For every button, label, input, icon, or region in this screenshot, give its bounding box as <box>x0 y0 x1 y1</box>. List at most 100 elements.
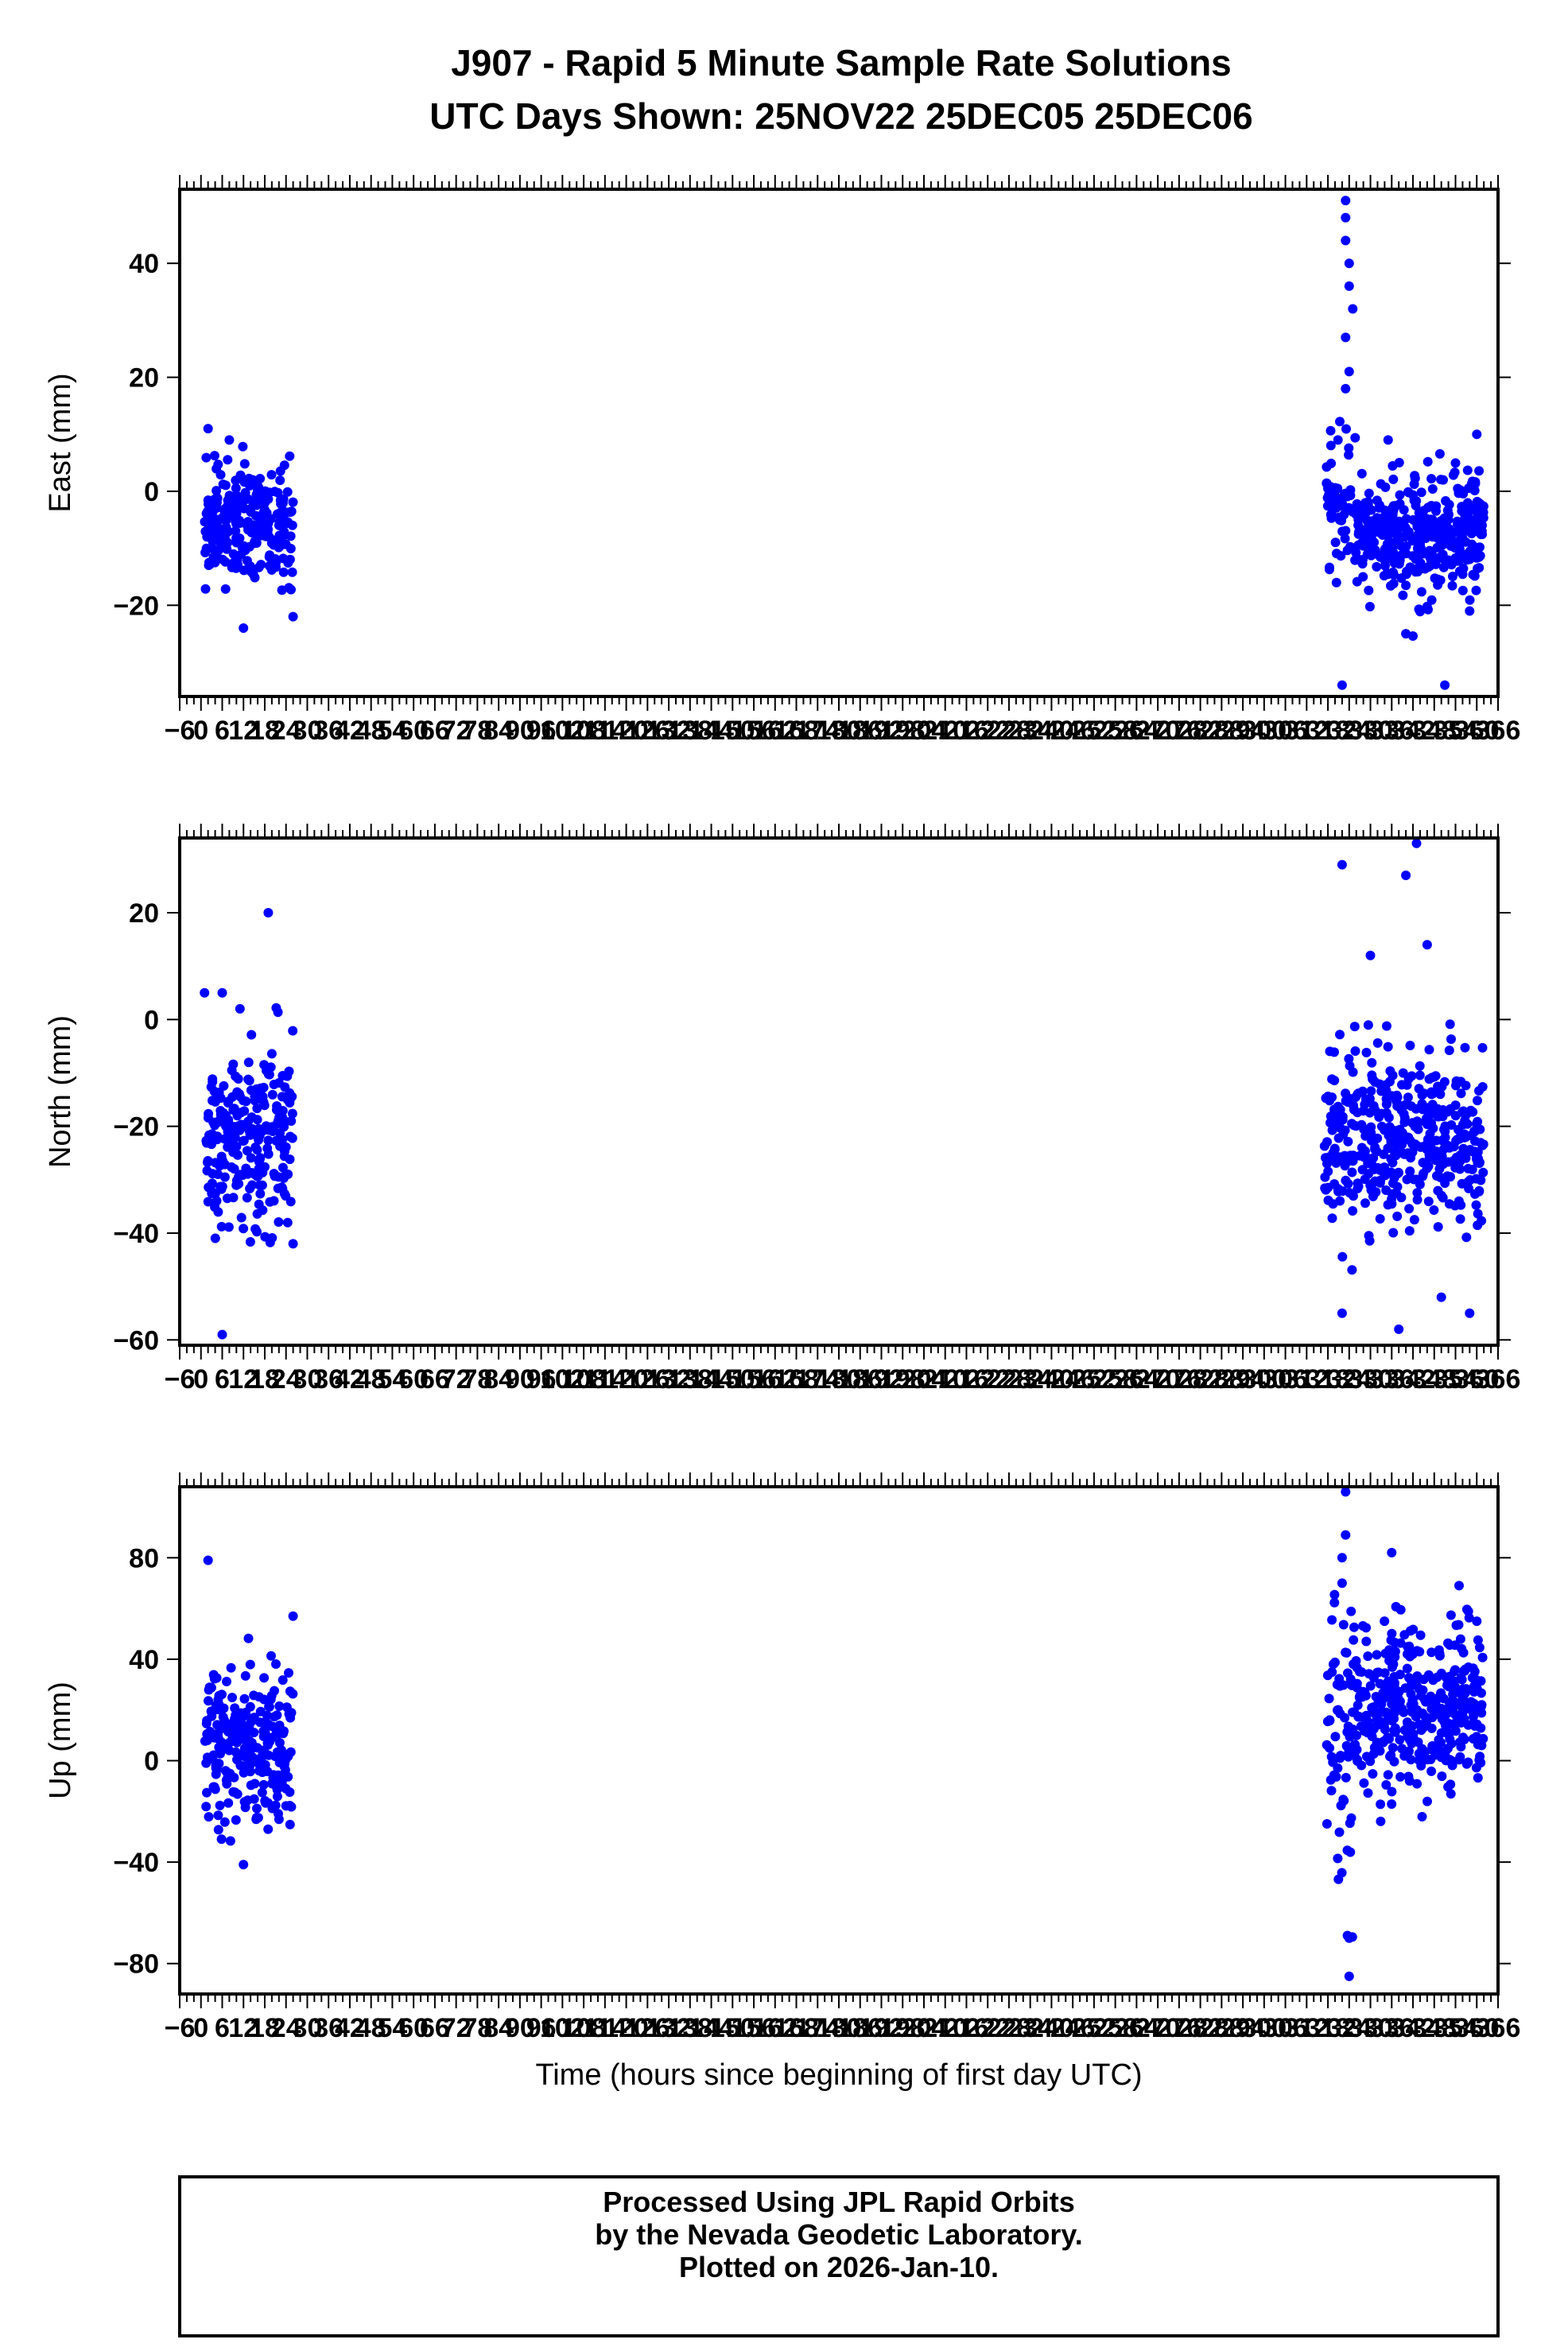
y-tick-label: −60 <box>113 1325 159 1356</box>
x-tick-label: 42 <box>335 1364 365 1395</box>
data-point <box>242 556 252 566</box>
data-point <box>210 1784 220 1794</box>
data-point-outlier <box>1394 1324 1404 1334</box>
data-point <box>227 1732 238 1742</box>
footer-box <box>178 2175 1500 2337</box>
data-point <box>285 451 295 461</box>
data-point <box>285 1154 295 1165</box>
data-point <box>1376 1086 1387 1096</box>
data-point <box>223 1767 233 1778</box>
x-tick-label: 342 <box>1391 716 1436 746</box>
data-point <box>1426 1647 1437 1658</box>
data-point <box>1473 498 1484 508</box>
data-point <box>1455 1752 1465 1762</box>
data-point-outlier <box>1387 1547 1397 1558</box>
data-point <box>1477 526 1487 537</box>
data-point <box>247 1180 258 1190</box>
plot-frame <box>178 188 1500 698</box>
data-point <box>1416 1760 1426 1771</box>
x-tick-label: 36 <box>313 1364 343 1395</box>
data-point <box>1379 1149 1389 1159</box>
x-tick-label: 294 <box>1221 1364 1266 1395</box>
data-point <box>1343 1097 1353 1108</box>
data-point <box>1473 1773 1483 1783</box>
data-point <box>1450 467 1460 478</box>
data-point <box>259 505 270 515</box>
data-point <box>1389 1756 1399 1767</box>
x-tick-label: 156 <box>732 2013 777 2043</box>
data-point <box>1329 1143 1340 1154</box>
data-point <box>1388 1743 1398 1753</box>
data-point <box>243 479 254 489</box>
x-tick-label: 348 <box>1411 2013 1457 2043</box>
data-point <box>1457 1178 1467 1189</box>
x-tick-label: 66 <box>420 2013 450 2043</box>
data-point <box>277 585 287 595</box>
data-point <box>1412 1779 1422 1789</box>
data-point <box>218 479 228 490</box>
data-point <box>217 530 227 540</box>
data-point <box>219 1817 230 1827</box>
data-point <box>246 1153 256 1163</box>
data-point <box>1477 1042 1488 1053</box>
x-tick-label: 348 <box>1411 716 1457 746</box>
data-point <box>267 1089 278 1100</box>
data-point <box>1424 517 1434 527</box>
x-tick-label: 210 <box>922 716 968 746</box>
data-point <box>204 499 213 510</box>
data-point <box>1477 1652 1488 1662</box>
data-point <box>1388 1178 1398 1189</box>
data-point <box>1450 1665 1460 1675</box>
data-point <box>1398 590 1408 600</box>
data-point <box>1474 466 1485 476</box>
data-point <box>1454 1620 1464 1630</box>
data-points <box>200 838 1488 1340</box>
data-point <box>1469 486 1480 495</box>
data-point <box>1442 1679 1453 1689</box>
y-tick-label: −20 <box>113 591 159 621</box>
data-point <box>1386 580 1395 591</box>
data-point <box>1414 1176 1424 1186</box>
data-point <box>1436 475 1446 485</box>
data-point <box>1413 1124 1423 1135</box>
data-point <box>1392 1098 1403 1108</box>
data-point <box>1407 1118 1418 1128</box>
data-point <box>1387 1189 1397 1199</box>
data-point <box>1418 1158 1428 1168</box>
data-point-outlier <box>1401 629 1411 639</box>
y-tick-label: 0 <box>144 1005 159 1035</box>
data-point <box>1349 1622 1359 1632</box>
plot-frame <box>178 1485 1500 1996</box>
x-tick-label: 258 <box>1093 716 1138 746</box>
data-point <box>1390 539 1400 549</box>
data-point <box>1363 1020 1373 1030</box>
x-tick-label: 54 <box>378 1364 408 1395</box>
x-tick-label: 186 <box>837 2013 883 2043</box>
data-point <box>263 494 274 504</box>
data-point <box>1357 1086 1368 1096</box>
data-point <box>201 452 212 463</box>
data-point <box>210 545 220 556</box>
data-point <box>1474 1158 1485 1168</box>
x-tick-label: 12 <box>228 2013 258 2043</box>
x-tick-label: 216 <box>944 2013 989 2043</box>
data-point <box>1381 1100 1391 1109</box>
data-point <box>204 1812 214 1822</box>
data-point <box>1392 1211 1403 1221</box>
data-point <box>1333 435 1343 445</box>
data-point <box>231 483 241 493</box>
data-point <box>1322 1158 1332 1169</box>
data-point <box>1321 1185 1331 1195</box>
x-tick-label: 0 <box>193 2013 208 2043</box>
data-point <box>1349 1191 1358 1201</box>
data-point <box>262 1143 273 1154</box>
data-point <box>236 1212 246 1223</box>
data-point-outlier <box>1472 429 1482 440</box>
x-tick-label: 84 <box>483 1364 514 1395</box>
data-point <box>1464 1612 1474 1623</box>
data-point <box>1465 1175 1476 1185</box>
data-point <box>277 1778 287 1788</box>
data-point <box>1367 1070 1377 1080</box>
x-tick-label: 30 <box>293 2013 323 2043</box>
x-tick-label: 0 <box>193 1364 208 1395</box>
